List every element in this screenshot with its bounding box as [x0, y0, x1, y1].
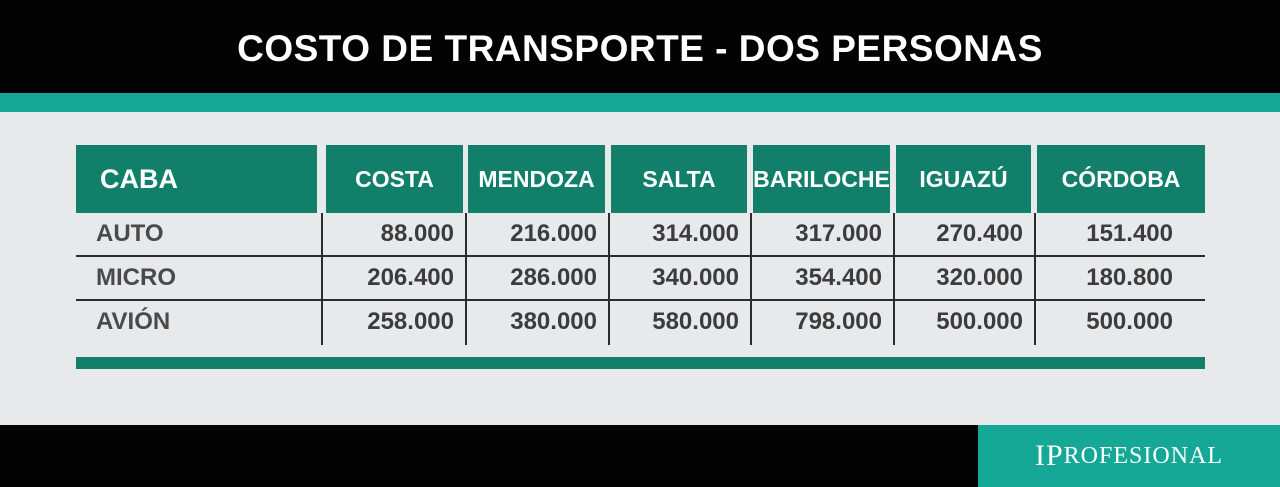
- table-cell: 340.000: [652, 264, 739, 291]
- table-cell: 151.400: [1086, 220, 1173, 247]
- row-label: AUTO: [96, 220, 164, 247]
- column-divider: [608, 213, 610, 345]
- iprofesional-logo: I P ROFESIONAL: [978, 425, 1280, 487]
- logo-rest: ROFESIONAL: [1063, 442, 1224, 469]
- table-cell: 380.000: [510, 308, 597, 335]
- table-cell: 580.000: [652, 308, 739, 335]
- logo-letter-p: P: [1045, 439, 1064, 472]
- table-cell: 216.000: [510, 220, 597, 247]
- table-cell: 320.000: [936, 264, 1023, 291]
- table-cell: 354.400: [795, 264, 882, 291]
- teal-stripe: [0, 93, 1280, 112]
- header-cordoba: CÓRDOBA: [1037, 145, 1205, 213]
- table-cell: 286.000: [510, 264, 597, 291]
- column-divider: [893, 213, 895, 345]
- table-header: CABA COSTA MENDOZA SALTA BARILOCHE IGUAZ…: [76, 145, 1205, 213]
- row-label: AVIÓN: [96, 308, 171, 335]
- cost-table: CABA COSTA MENDOZA SALTA BARILOCHE IGUAZ…: [76, 145, 1205, 345]
- footer-bar: I P ROFESIONAL: [0, 425, 1280, 487]
- table-row: MICRO 206.400 286.000 340.000 354.400 32…: [76, 257, 1205, 301]
- header-mendoza: MENDOZA: [468, 145, 605, 213]
- header-salta: SALTA: [611, 145, 747, 213]
- table-cell: 206.400: [367, 264, 454, 291]
- table-cell: 258.000: [367, 308, 454, 335]
- table-bottom-stripe: [76, 357, 1205, 369]
- table-row: AVIÓN 258.000 380.000 580.000 798.000 50…: [76, 301, 1205, 345]
- table-cell: 317.000: [795, 220, 882, 247]
- column-divider: [465, 213, 467, 345]
- row-divider: [76, 255, 1205, 257]
- page-title: COSTO DE TRANSPORTE - DOS PERSONAS: [237, 27, 1043, 69]
- table-cell: 270.400: [936, 220, 1023, 247]
- table-row: AUTO 88.000 216.000 314.000 317.000 270.…: [76, 213, 1205, 257]
- table-cell: 500.000: [936, 308, 1023, 335]
- table-cell: 180.800: [1086, 264, 1173, 291]
- table-cell: 500.000: [1086, 308, 1173, 335]
- column-divider: [1034, 213, 1036, 345]
- row-divider: [76, 299, 1205, 301]
- header-origin: CABA: [76, 145, 317, 213]
- table-cell: 798.000: [795, 308, 882, 335]
- title-bar: COSTO DE TRANSPORTE - DOS PERSONAS: [0, 0, 1280, 93]
- table-cell: 88.000: [380, 220, 454, 247]
- table-cell: 314.000: [652, 220, 739, 247]
- header-costa: COSTA: [326, 145, 463, 213]
- column-divider: [321, 213, 323, 345]
- row-label: MICRO: [96, 264, 176, 291]
- header-iguazu: IGUAZÚ: [896, 145, 1031, 213]
- header-bariloche: BARILOCHE: [753, 145, 890, 213]
- column-divider: [750, 213, 752, 345]
- logo-letter-i: I: [1034, 439, 1046, 472]
